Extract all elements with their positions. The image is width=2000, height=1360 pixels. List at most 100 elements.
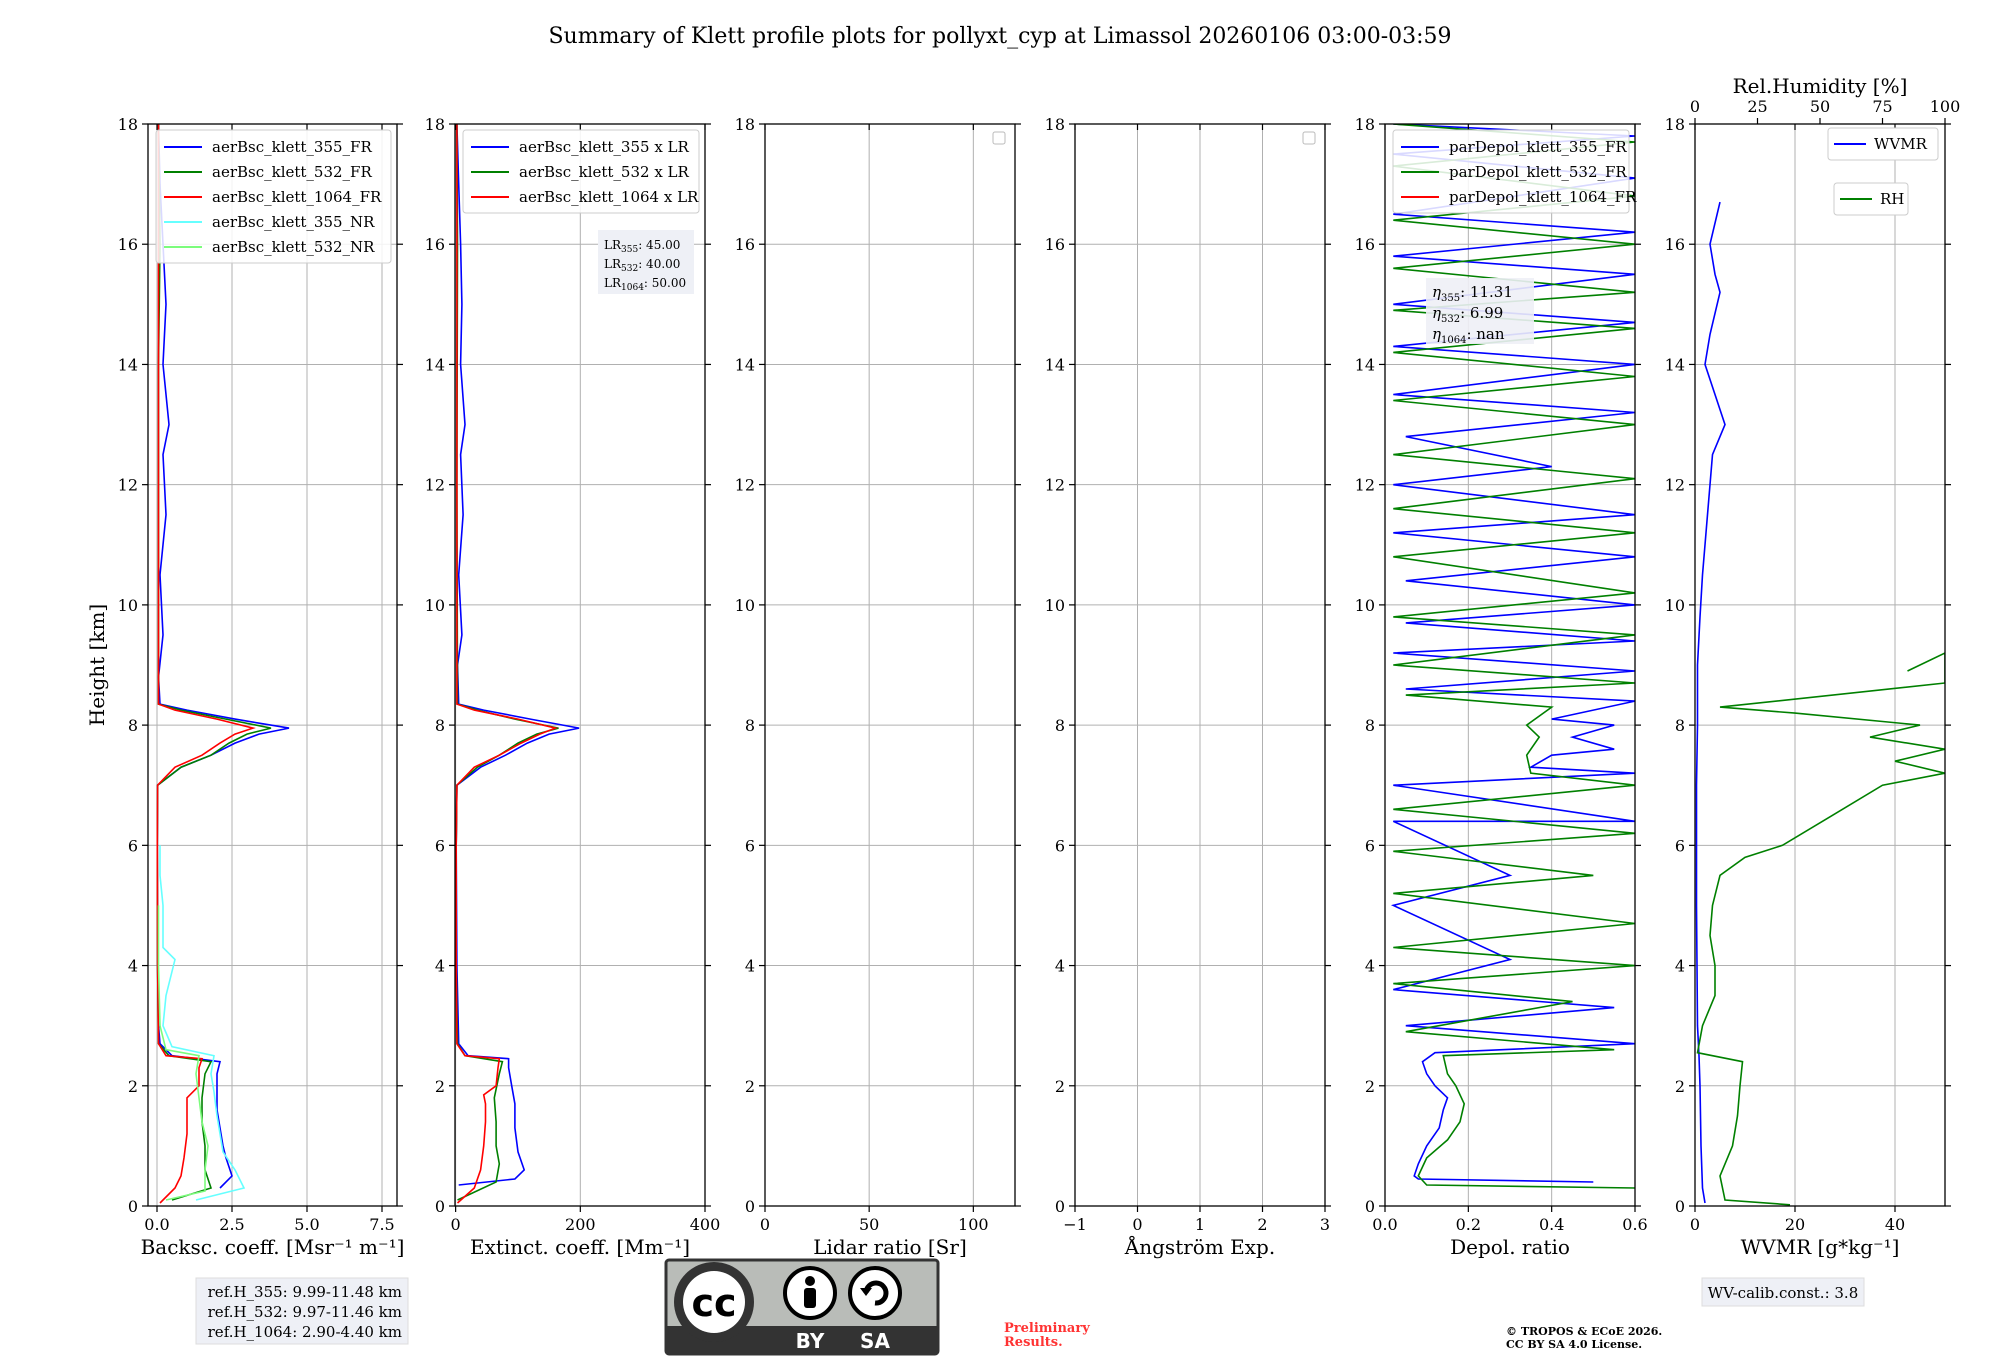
y-tick-label: 6 xyxy=(435,836,445,855)
y-tick-label: 6 xyxy=(128,836,138,855)
y-tick-label: 16 xyxy=(735,235,755,254)
x-tick-label: 2.5 xyxy=(219,1215,244,1234)
x-tick-label: 5.0 xyxy=(294,1215,319,1234)
y-tick-label: 14 xyxy=(425,355,445,374)
cc-by-label: BY xyxy=(796,1329,825,1353)
series-line-RH xyxy=(1696,652,1945,1206)
axes-frame xyxy=(1384,123,1636,1207)
y-tick-label: 12 xyxy=(1665,476,1685,495)
lr-value-532: LR532: 40.00 xyxy=(604,257,680,274)
y-tick-label: 14 xyxy=(118,355,138,374)
legend-box xyxy=(155,129,392,264)
ref-height-355: ref.H_355: 9.99-11.48 km xyxy=(208,1283,402,1301)
x-axis-label: Lidar ratio [Sr] xyxy=(813,1235,967,1259)
y-tick-label: 0 xyxy=(745,1197,755,1216)
x-axis-label: Ångström Exp. xyxy=(1124,1234,1275,1259)
y-tick-label: 6 xyxy=(1675,836,1685,855)
x-tick-label: 7.5 xyxy=(369,1215,394,1234)
preliminary-text-2: Results. xyxy=(1004,1335,1063,1350)
x-tick-label: 400 xyxy=(690,1215,721,1234)
x-tick-label: 50 xyxy=(859,1215,879,1234)
y-tick-label: 10 xyxy=(735,596,755,615)
y-tick-label: 12 xyxy=(735,476,755,495)
x-axis-label: Extinct. coeff. [Mm⁻¹] xyxy=(470,1235,690,1259)
top-axis-label: Rel.Humidity [%] xyxy=(1733,74,1908,98)
by-person-icon xyxy=(783,1266,837,1320)
series-group xyxy=(1390,124,1635,1189)
y-tick-label: 18 xyxy=(1355,115,1375,134)
x-tick-label: 100 xyxy=(958,1215,989,1234)
y-tick-label: 8 xyxy=(128,716,138,735)
axes-frame xyxy=(147,123,398,1207)
legend-box xyxy=(1827,127,1939,161)
series-line-WVMR xyxy=(1695,201,1726,1204)
y-tick-label: 18 xyxy=(118,115,138,134)
y-tick-label: 8 xyxy=(1675,716,1685,735)
copyright-text-1: © TROPOS & ECoE 2026. xyxy=(1506,1325,1662,1338)
series-line-aerBsc_klett_532 x LR xyxy=(455,124,559,1201)
ref-height-532: ref.H_532: 9.97-11.46 km xyxy=(208,1303,402,1321)
y-tick-label: 14 xyxy=(1665,355,1685,374)
top-tick-label: 75 xyxy=(1872,97,1892,116)
y-tick-label: 2 xyxy=(745,1077,755,1096)
y-tick-label: 18 xyxy=(1665,115,1685,134)
series-line-aerBsc_klett_355_FR xyxy=(156,124,290,1189)
y-tick-label: 2 xyxy=(1365,1077,1375,1096)
y-tick-label: 16 xyxy=(1045,235,1065,254)
sa-recycle-icon xyxy=(848,1266,902,1320)
y-tick-label: 16 xyxy=(118,235,138,254)
y-tick-label: 8 xyxy=(1365,716,1375,735)
lr-value-1064: LR1064: 50.00 xyxy=(604,276,686,293)
legend-label: parDepol_klett_532_FR xyxy=(1449,163,1627,181)
panel-extinction: 0 200 400 0 2 4 6 8 10 12 14 16 18 Extinct. coeff. [M… xyxy=(425,115,721,1259)
y-tick-label: 12 xyxy=(1355,476,1375,495)
y-tick-label: 14 xyxy=(735,355,755,374)
y-tick-label: 2 xyxy=(128,1077,138,1096)
x-tick-label: 0 xyxy=(760,1215,770,1234)
y-tick-label: 2 xyxy=(1055,1077,1065,1096)
y-tick-label: 16 xyxy=(1665,235,1685,254)
legend-box xyxy=(462,129,700,214)
panel-depol: 0.0 0.2 0.4 0.6 0 2 4 6 8 10 12 14 16 18 Depol. ratio p… xyxy=(1355,115,1648,1259)
x-tick-label: 0 xyxy=(1690,1215,1700,1234)
lr-value-355: LR355: 45.00 xyxy=(604,238,680,255)
ref-height-1064: ref.H_1064: 2.90-4.40 km xyxy=(208,1323,402,1341)
top-tick-label: 50 xyxy=(1810,97,1830,116)
legend-label: RH xyxy=(1880,190,1904,208)
y-tick-label: 14 xyxy=(1045,355,1065,374)
cc-by-sa-logo: cc BY SA xyxy=(664,1258,940,1356)
series-line-aerBsc_klett_1064_FR xyxy=(156,124,256,1204)
y-tick-label: 8 xyxy=(435,716,445,735)
y-tick-label: 4 xyxy=(745,957,755,976)
series-line-aerBsc_klett_355 x LR xyxy=(455,124,580,1186)
y-tick-label: 16 xyxy=(1355,235,1375,254)
y-tick-label: 0 xyxy=(1365,1197,1375,1216)
series-group xyxy=(156,124,290,1204)
y-tick-label: 4 xyxy=(1675,957,1685,976)
x-axis-label: Backsc. coeff. [Msr⁻¹ m⁻¹] xyxy=(141,1235,405,1259)
y-tick-label: 10 xyxy=(1045,596,1065,615)
panel-backscatter: 0.0 2.5 5.0 7.5 0 2 4 6 8 10 12 14 16 18 Backsc. coeff… xyxy=(85,115,404,1259)
x-tick-label: 0.6 xyxy=(1622,1215,1647,1234)
lr-box xyxy=(598,230,694,294)
legend-label: aerBsc_klett_532 x LR xyxy=(519,163,690,181)
x-tick-label: 20 xyxy=(1785,1215,1805,1234)
preliminary-text-1: Preliminary xyxy=(1004,1321,1090,1336)
y-tick-label: 16 xyxy=(425,235,445,254)
x-axis-label: WVMR [g*kg⁻¹] xyxy=(1741,1235,1900,1259)
x-tick-label: 200 xyxy=(565,1215,596,1234)
x-tick-label: 0.0 xyxy=(144,1215,169,1234)
eta-value-532: η532: 6.99 xyxy=(1432,304,1503,325)
y-tick-label: 10 xyxy=(118,596,138,615)
legend-label: aerBsc_klett_532_NR xyxy=(212,238,375,256)
legend-box xyxy=(1392,129,1630,214)
x-axis-label: Depol. ratio xyxy=(1450,1235,1570,1259)
x-tick-label: 0.2 xyxy=(1456,1215,1481,1234)
x-tick-label: 2 xyxy=(1257,1215,1267,1234)
copyright-text-2: CC BY SA 4.0 License. xyxy=(1506,1338,1642,1351)
x-tick-label: 1 xyxy=(1195,1215,1205,1234)
x-tick-label: −1 xyxy=(1063,1215,1087,1234)
x-tick-label: 0.0 xyxy=(1372,1215,1397,1234)
